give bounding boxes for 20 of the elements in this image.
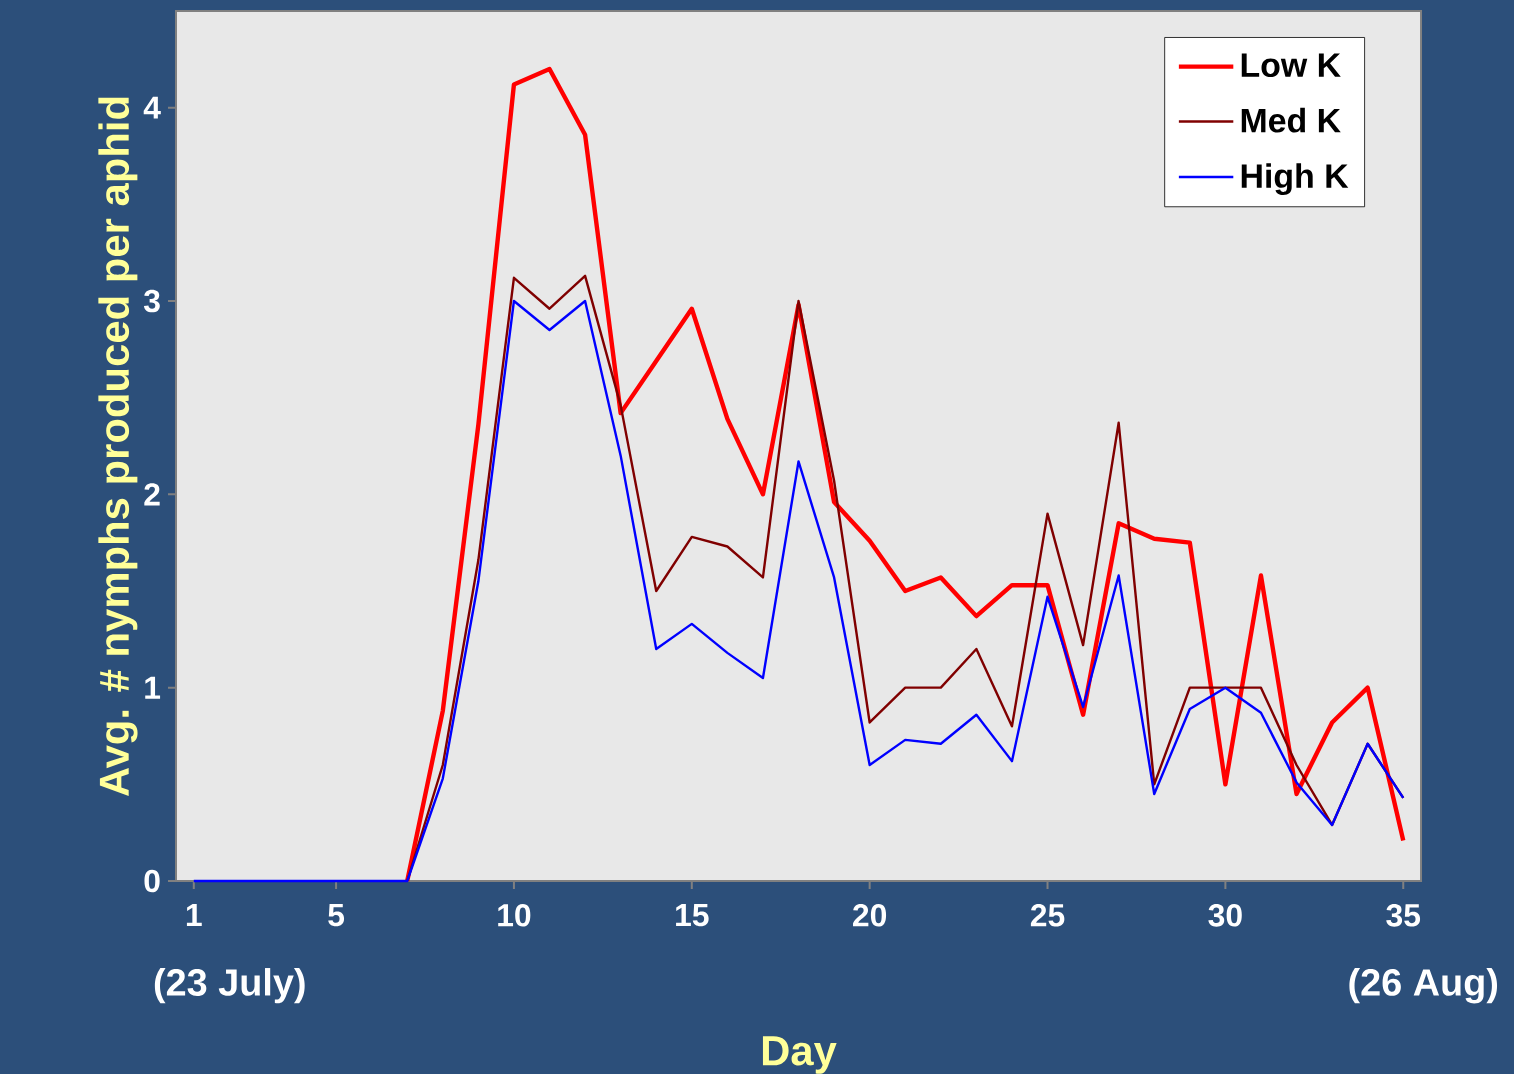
y-axis-title: Avg. # nymphs produced per aphid (98, 97, 138, 796)
legend-label: Low K (1241, 53, 1341, 77)
y-tick-label: 3 (143, 289, 160, 313)
text: (26 Aug) (1349, 967, 1498, 1004)
y-tick-label: 4 (143, 96, 161, 119)
text: (23 July) (154, 967, 305, 1004)
x-axis-title: Day (762, 1036, 837, 1074)
x-tick-label: 10 (498, 903, 531, 927)
y-tick-label: 0 (144, 869, 160, 893)
x-tick-label: 5 (328, 903, 345, 927)
x-tick-label: 25 (1030, 903, 1065, 927)
x-tick-label: 30 (1208, 903, 1242, 927)
x-tick-label: 20 (853, 903, 887, 927)
x-tick-label: 15 (676, 903, 709, 927)
x-tick-label: 1 (186, 903, 202, 926)
legend-label: Med K (1241, 107, 1341, 133)
y-tick-label: 1 (145, 676, 161, 699)
legend-label: High K (1241, 163, 1349, 195)
x-tick-label: 35 (1386, 903, 1421, 927)
y-tick-label: 2 (144, 482, 160, 506)
